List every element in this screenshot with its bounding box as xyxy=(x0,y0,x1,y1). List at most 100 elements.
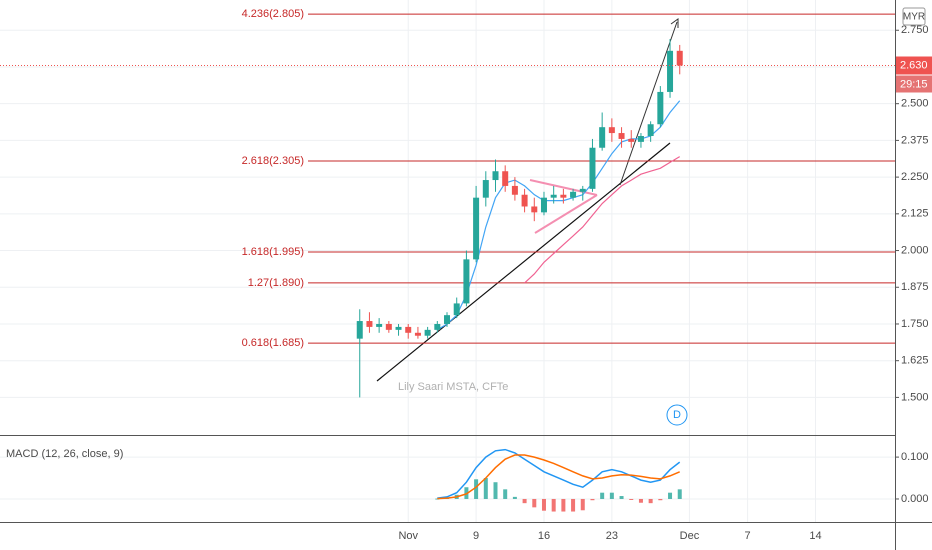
histogram-bar xyxy=(668,492,673,499)
y-tick-label: 1.750 xyxy=(901,318,929,330)
candle-body xyxy=(560,194,567,198)
fib-label: 4.236(2.805) xyxy=(242,8,304,20)
histogram-bar xyxy=(483,478,488,499)
histogram-bar xyxy=(522,498,527,504)
histogram-bar xyxy=(629,498,634,500)
histogram-bar xyxy=(512,496,517,499)
histogram-bar xyxy=(580,498,585,511)
macd-title: MACD (12, 26, close, 9) xyxy=(6,448,123,460)
countdown-box xyxy=(896,75,932,93)
candle-body xyxy=(531,206,538,213)
candle-body xyxy=(667,50,674,92)
candle-body xyxy=(608,127,615,134)
candle-body xyxy=(424,329,431,336)
candle-body xyxy=(540,197,547,213)
watermark: Lily Saari MSTA, CFTe xyxy=(398,381,508,393)
candle-body xyxy=(482,180,489,198)
candle-body xyxy=(434,323,441,330)
candle-body xyxy=(502,171,509,186)
y-tick-label: 2.000 xyxy=(901,244,929,256)
candle-body xyxy=(637,135,644,142)
y-tick-label: 0.100 xyxy=(901,451,929,463)
candle-body xyxy=(405,326,412,333)
candle-body xyxy=(579,188,586,192)
histogram-bar xyxy=(503,489,508,499)
candle-body xyxy=(473,197,480,260)
x-tick-label: 16 xyxy=(538,530,550,542)
signal-line xyxy=(437,454,680,500)
countdown: 29:15 xyxy=(900,78,928,90)
y-tick-label: 2.125 xyxy=(901,208,929,220)
candle-body xyxy=(395,326,402,330)
histogram-bar xyxy=(590,498,595,501)
currency-box[interactable] xyxy=(902,7,926,26)
histogram-bar xyxy=(638,498,643,503)
fib-label: 1.618(1.995) xyxy=(242,246,304,258)
y-tick-label: 2.250 xyxy=(901,171,929,183)
candle-body xyxy=(385,323,392,330)
candle-body xyxy=(366,321,373,327)
candle-body xyxy=(356,321,363,339)
candle-body xyxy=(511,185,518,195)
candle-body xyxy=(676,50,683,66)
y-tick-label: 1.500 xyxy=(901,391,929,403)
x-tick-label: Nov xyxy=(398,530,418,542)
arrow-head xyxy=(670,18,679,28)
candle-body xyxy=(444,315,451,324)
histogram-bar xyxy=(493,482,498,499)
histogram-bar xyxy=(561,498,566,512)
histogram-bar xyxy=(658,498,663,501)
x-tick-label: 23 xyxy=(606,530,618,542)
y-tick-label: 0.000 xyxy=(901,493,929,505)
interval-badge-text[interactable]: D xyxy=(673,409,681,421)
interval-badge[interactable] xyxy=(666,404,688,426)
histogram-bar xyxy=(619,496,624,499)
y-tick-label: 2.375 xyxy=(901,134,929,146)
x-tick-label: 9 xyxy=(473,530,479,542)
candle-body xyxy=(618,133,625,139)
fib-label: 2.618(2.305) xyxy=(242,155,304,167)
grid xyxy=(0,0,895,522)
triangle-line xyxy=(534,194,598,234)
current-price-label: 2.630 xyxy=(900,59,928,71)
candle-body xyxy=(492,171,499,181)
candle-body xyxy=(463,259,470,304)
currency[interactable]: MYR xyxy=(903,12,925,23)
fib-label: 1.27(1.890) xyxy=(248,277,304,289)
triangle-line xyxy=(529,179,598,196)
y-tick-label: 2.500 xyxy=(901,98,929,110)
candle-body xyxy=(453,303,460,316)
moving-average xyxy=(524,156,681,284)
candle-body xyxy=(550,194,557,198)
candle-body xyxy=(376,323,383,327)
macd-line xyxy=(437,448,681,499)
candle-body xyxy=(589,147,596,189)
y-tick-label: 1.875 xyxy=(901,281,929,293)
histogram-bar xyxy=(474,479,479,499)
candle-body xyxy=(628,138,635,142)
candle-body xyxy=(521,194,528,207)
candle-body xyxy=(647,124,654,136)
histogram-bar xyxy=(600,492,605,499)
histogram-bar xyxy=(571,498,576,512)
x-tick-label: Dec xyxy=(680,530,700,542)
x-tick-label: 7 xyxy=(745,530,751,542)
candle-body xyxy=(599,127,606,148)
x-tick-label: 14 xyxy=(809,530,821,542)
histogram-bar xyxy=(532,498,537,508)
histogram-bar xyxy=(648,498,653,504)
histogram-bar xyxy=(541,498,546,511)
candle-body xyxy=(414,332,421,336)
price-label-box xyxy=(896,56,932,75)
histogram-bar xyxy=(609,492,614,499)
fib-label: 0.618(1.685) xyxy=(242,337,304,349)
arrow-line xyxy=(619,21,678,186)
candle-body xyxy=(570,191,577,198)
histogram-bar xyxy=(551,498,556,512)
y-tick-label: 1.625 xyxy=(901,355,929,367)
candle-body xyxy=(657,91,664,125)
histogram-bar xyxy=(677,489,682,499)
histogram-bar xyxy=(435,498,440,500)
y-tick-label: 2.750 xyxy=(901,24,929,36)
